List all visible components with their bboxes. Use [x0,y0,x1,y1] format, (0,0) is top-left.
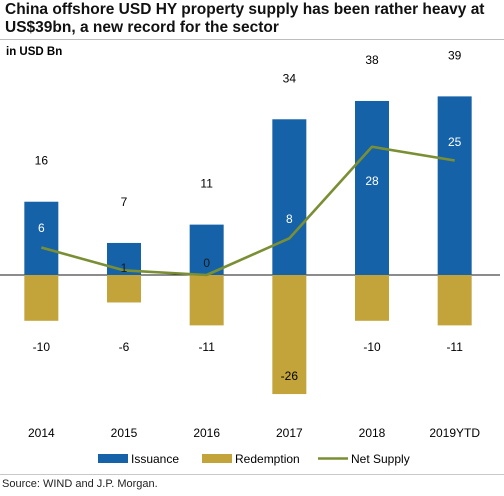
x-tick-label-2014: 2014 [28,426,55,440]
issuance-bar-2017 [272,119,307,275]
net-supply-line [40,145,455,277]
issuance-label-2015: 7 [121,195,128,209]
redemption-label-2018: -10 [363,340,381,354]
x-tick-label-2015: 2015 [111,426,138,440]
line-layer [40,145,455,277]
source-divider [0,474,504,475]
label-layer: 16 7 11 34 38 39 -10 -6 -11 -26 -10 -11 6 1 0 8 28 25 2014… [28,48,480,440]
chart-area: 16 7 11 34 38 39 -10 -6 -11 -26 -10 -11 6 1 0 8 28 25 2014… [0,48,500,466]
redemption-label-2014: -10 [33,340,51,354]
redemption-bar-2015 [107,275,141,303]
net-supply-label-2019YTD: 25 [448,135,462,149]
x-tick-label-2017: 2017 [276,426,303,440]
redemption-bar-2018 [355,275,389,321]
x-tick-label-2019YTD: 2019YTD [429,426,480,440]
issuance-label-2018: 38 [365,53,379,67]
legend-label-redemption: Redemption [235,452,300,466]
legend-label-net-supply: Net Supply [351,452,410,466]
issuance-bar-2018 [355,100,389,276]
issuance-label-2016: 11 [200,177,213,191]
unit-label: in USD Bn [6,46,63,58]
net-supply-label-2018: 28 [365,174,379,188]
redemption-label-2017: -26 [281,369,299,383]
net-supply-label-2014: 6 [38,221,45,235]
redemption-label-2016: -11 [198,340,215,354]
net-supply-label-2017: 8 [286,212,293,226]
issuance-label-2014: 16 [35,154,49,168]
issuance-bar-2019YTD [437,96,472,275]
title-divider [0,39,504,40]
issuance-bar-2014 [24,201,59,275]
redemption-label-2015: -6 [119,340,130,354]
issuance-bar-2016 [189,224,224,275]
redemption-bar-2019YTD [437,275,472,326]
legend: Issuance Redemption Net Supply [98,452,410,466]
issuance-label-2019YTD: 39 [448,48,462,62]
net-supply-label-2015: 1 [121,261,128,275]
x-tick-label-2016: 2016 [193,426,220,440]
issuance-label-2017: 34 [283,71,297,85]
redemption-bar-2017 [272,275,307,395]
legend-label-issuance: Issuance [131,452,179,466]
legend-swatch-redemption [202,454,232,463]
x-tick-label-2018: 2018 [359,426,386,440]
redemption-bar-2014 [24,275,59,321]
net-supply-label-2016: 0 [203,256,210,270]
bar-layer [24,96,472,395]
redemption-bar-2016 [189,275,224,326]
legend-swatch-issuance [98,454,128,463]
chart-title: China offshore USD HY property supply ha… [5,1,485,36]
source-note: Source: WIND and J.P. Morgan. [2,478,158,490]
redemption-label-2019YTD: -11 [446,340,463,354]
